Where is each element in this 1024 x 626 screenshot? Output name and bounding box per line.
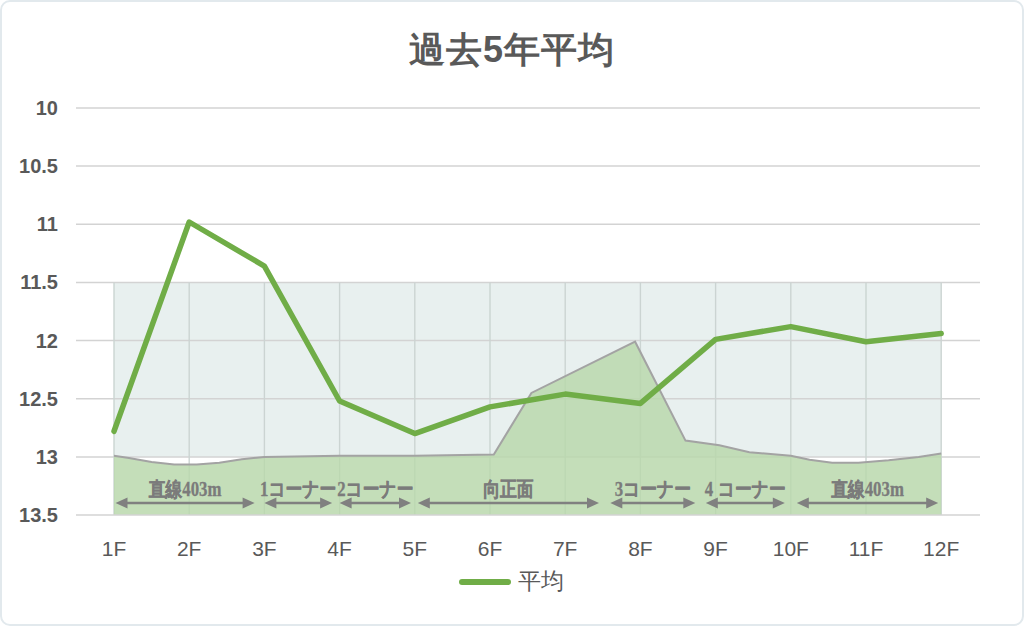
chart-canvas: 過去5年平均 直線403m1コーナー2コーナー向正面3コーナー4 コーナー直線4… bbox=[0, 0, 1024, 626]
y-axis-label: 11 bbox=[37, 213, 58, 235]
y-axis-label: 13 bbox=[36, 446, 58, 468]
x-axis-label: 2F bbox=[177, 537, 202, 560]
x-axis-label: 11F bbox=[849, 537, 884, 560]
section-label: 向正面 bbox=[483, 478, 534, 501]
y-axis-label: 12.5 bbox=[19, 388, 58, 410]
y-axis-label: 10 bbox=[36, 97, 58, 119]
legend-label: 平均 bbox=[518, 566, 564, 597]
x-axis-label: 9F bbox=[703, 537, 728, 560]
plot-area: 直線403m 1コーナー2コーナー 向正面 3コーナー 4 コーナー 直線403m 10 10… bbox=[2, 2, 1024, 626]
section-label: 4 コーナー bbox=[705, 478, 786, 501]
section-label: 直線403m bbox=[148, 478, 222, 501]
legend: 平均 bbox=[459, 566, 564, 597]
x-axis-label: 5F bbox=[403, 537, 428, 560]
x-axis-label: 12F bbox=[923, 537, 959, 560]
y-axis-label: 11.5 bbox=[20, 271, 58, 293]
section-label: 1コーナー bbox=[260, 478, 336, 501]
y-axis-label: 12 bbox=[36, 330, 58, 352]
x-axis-label: 8F bbox=[628, 537, 653, 560]
section-label: 直線403m bbox=[830, 478, 904, 501]
chart-title: 過去5年平均 bbox=[2, 26, 1022, 75]
section-label: 3コーナー bbox=[615, 478, 691, 501]
section-label: 2コーナー bbox=[337, 478, 413, 501]
y-axis-label: 13.5 bbox=[19, 504, 58, 526]
x-axis-label: 1F bbox=[102, 537, 127, 560]
x-axis-label: 7F bbox=[553, 537, 578, 560]
legend-line-swatch bbox=[459, 579, 511, 585]
x-axis-label: 10F bbox=[773, 537, 809, 560]
y-axis-label: 10.5 bbox=[19, 155, 58, 177]
x-axis-label: 3F bbox=[252, 537, 277, 560]
x-axis-label: 4F bbox=[327, 537, 352, 560]
x-axis-label: 6F bbox=[478, 537, 503, 560]
